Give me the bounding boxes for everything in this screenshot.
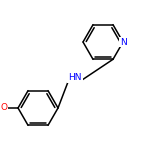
Text: N: N	[120, 38, 126, 46]
Text: O: O	[1, 103, 7, 112]
Text: HN: HN	[68, 74, 82, 82]
